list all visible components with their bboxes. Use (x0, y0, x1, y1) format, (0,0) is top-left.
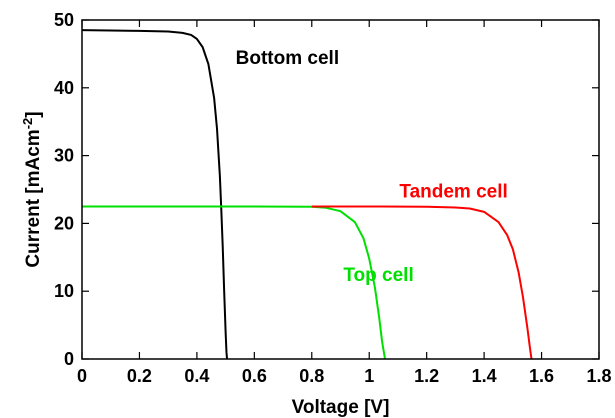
series-label-tandem-cell: Tandem cell (399, 182, 507, 203)
series-layer (81, 29, 533, 360)
x-tick-label: 0.2 (127, 366, 152, 386)
y-tick-label: 10 (54, 281, 74, 301)
x-tick-label: 0 (77, 366, 87, 386)
y-tick-label: 30 (54, 146, 74, 166)
x-tick-label: 1.6 (529, 366, 554, 386)
plot-frame (81, 19, 600, 360)
y-tick-label: 50 (54, 10, 74, 30)
series-labels: Bottom cell Top cell Tandem cell (236, 48, 508, 286)
y-tick-label: 20 (54, 213, 74, 233)
y-axis-label: Current [mAcm-2] (20, 111, 44, 267)
y-tick-label: 40 (54, 78, 74, 98)
y-axis-label-superscript: -2 (20, 118, 35, 130)
x-ticks: 0 0.2 0.4 0.6 0.8 1 1.2 1.4 1.6 1.8 (77, 20, 612, 386)
x-tick-label: 1.2 (414, 366, 439, 386)
series-line-bottom-cell (81, 29, 229, 360)
y-tick-label: 0 (64, 349, 74, 369)
x-tick-label: 0.4 (184, 366, 209, 386)
series-label-bottom-cell: Bottom cell (236, 48, 339, 69)
series-line-tandem-cell (311, 205, 533, 360)
x-tick-label: 0.8 (299, 366, 324, 386)
x-axis-label: Voltage [V] (292, 397, 390, 418)
y-axis-label-close: ] (23, 111, 44, 117)
x-tick-label: 1.8 (586, 366, 611, 386)
x-tick-label: 1.4 (472, 366, 497, 386)
y-ticks: 0 10 20 30 40 50 (54, 10, 599, 369)
series-line-top-cell (82, 205, 387, 360)
series-label-top-cell: Top cell (343, 265, 413, 286)
y-axis-label-main: Current [mAcm (23, 129, 44, 267)
x-tick-label: 0.6 (242, 366, 267, 386)
x-tick-label: 1 (364, 366, 374, 386)
